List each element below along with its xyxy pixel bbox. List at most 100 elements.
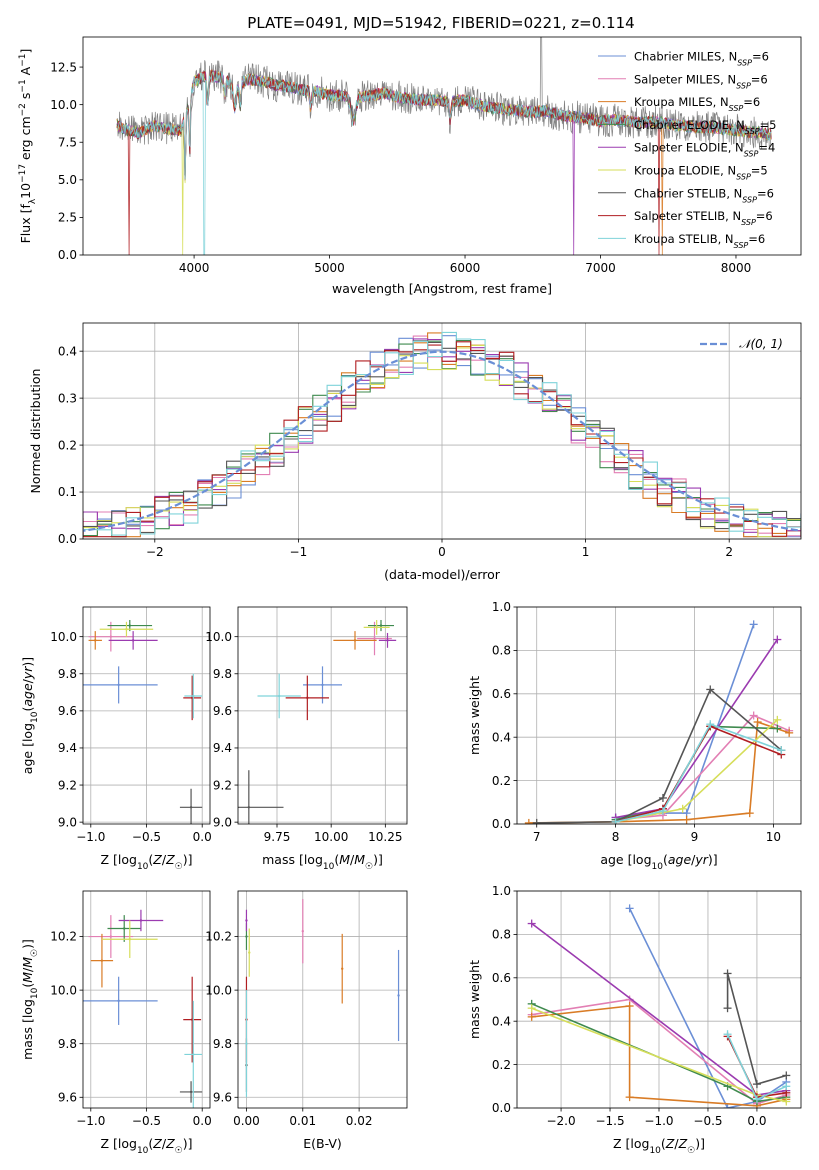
marker-chabrier-stelib [658, 793, 667, 802]
legend-label-kroupa-miles: Kroupa MILES, NSSP=6 [634, 95, 760, 113]
x-tick-label: 7000 [585, 261, 616, 275]
marker-kroupa-miles [682, 815, 691, 824]
y-tick-label: 0.6 [492, 687, 511, 701]
point-salpeter-stelib [306, 696, 309, 700]
y-tick-label: 2.5 [58, 211, 77, 225]
y-tick-label: 0.8 [492, 644, 511, 658]
y-tick-label: 0.0 [492, 1101, 511, 1115]
y-tick-label: 0.1 [58, 485, 77, 499]
point-chabrier-stelib [189, 1090, 193, 1094]
point-kroupa-stelib [277, 694, 281, 698]
y-tick-label: 9.6 [213, 704, 232, 718]
hist-kroupa-stelib [83, 331, 801, 536]
series-line-kroupa-stelib [615, 723, 782, 823]
panel-weight-vs-Z: −2.0 −1.5 −1.0 −0.5 0.0 0.0 0.2 0.4 0.6 0.8 1.0 Z [… [467, 884, 802, 1156]
y-tick-label: 9.8 [213, 667, 232, 681]
point-kroupa-stelib [192, 694, 195, 698]
y-tick-label: 0.3 [58, 391, 77, 405]
y-tick-label: 10.0 [205, 630, 232, 644]
x-tick-label: −1.0 [644, 1114, 673, 1128]
figure-title: PLATE=0491, MJD=51942, FIBERID=0221, z=0… [247, 14, 634, 32]
y-tick-label: 0.2 [58, 438, 77, 452]
marker-kroupa-stelib [752, 1095, 761, 1104]
x-tick-label: 9.75 [264, 830, 291, 844]
y-tick-label: 10.0 [205, 983, 232, 997]
point-chabrier-stelib [189, 806, 193, 809]
axes-frame [237, 890, 408, 1109]
marker-kroupa-stelib [782, 1082, 791, 1091]
plot-area [83, 909, 203, 1108]
y-axis-label: mass weight [467, 676, 482, 755]
y-tick-label: 7.5 [58, 135, 77, 149]
legend-label-kroupa-stelib: Kroupa STELIB, NSSP=6 [634, 232, 765, 250]
x-tick-label: −1.0 [76, 1114, 105, 1128]
point-salpeter-miles [301, 929, 304, 933]
x-axis-label: E(B-V) [303, 1136, 342, 1151]
marker-kroupa-miles [785, 728, 794, 737]
normal-curve [83, 350, 801, 532]
marker-chabrier-stelib [532, 818, 541, 824]
y-tick-label: 0.2 [492, 1058, 511, 1072]
x-tick-label: 8 [612, 830, 620, 844]
x-tick-label: 0.0 [193, 1114, 212, 1128]
marker-kroupa-elodie [678, 804, 687, 813]
point-salpeter-elodie [131, 639, 135, 642]
axes: −2 −1 0 1 2 0.0 0.1 0.2 0.3 0.4 𝒩(0, 1) (data-model… [28, 322, 802, 582]
marker-kroupa-stelib [611, 817, 620, 824]
grid [238, 607, 407, 824]
x-tick-label: 2 [725, 545, 733, 559]
marker-chabrier-stelib [706, 685, 715, 694]
x-axis-label: (data-model)/error [384, 567, 501, 582]
y-axis-label: mass [log10(M/M☉)] [20, 939, 40, 1060]
y-tick-label: 10.0 [50, 630, 77, 644]
legend-label-salpeter-miles: Salpeter MILES, NSSP=6 [634, 72, 768, 90]
point-chabrier-elodie [245, 935, 248, 938]
legend-label-kroupa-elodie: Kroupa ELODIE, NSSP=5 [634, 164, 768, 182]
x-axis-label: Z [log10(Z/Z☉)] [100, 852, 192, 872]
model-line-kroupa-stelib [116, 70, 772, 255]
marker-kroupa-miles [527, 1012, 536, 1021]
point-chabrier-miles [117, 683, 120, 687]
y-tick-label: 9.8 [213, 1037, 232, 1051]
grid [83, 891, 210, 1108]
point-salpeter-elodie [386, 639, 389, 642]
y-tick-label: 9.6 [58, 1090, 77, 1104]
marker-kroupa-miles [745, 809, 754, 818]
x-tick-label: −2.0 [546, 1114, 575, 1128]
legend-label-chabrier-stelib: Chabrier STELIB, NSSP=6 [634, 186, 774, 204]
hist-salpeter-stelib [83, 341, 801, 538]
x-tick-label: 0.0 [747, 1114, 766, 1128]
axes: 4000 5000 6000 7000 8000 0.0 2.5 5.0 7.5 10.0 12.5… [18, 36, 802, 296]
marker-chabrier-stelib [752, 1080, 761, 1089]
y-tick-label: 9.8 [58, 1037, 77, 1051]
y-axis-label: Flux [fλ10−17 erg cm−2 s−1 A−1] [18, 49, 38, 244]
x-tick-label: −1.0 [76, 830, 105, 844]
legend: Chabrier MILES, NSSP=6 Salpeter MILES, NS… [598, 50, 776, 250]
y-tick-label: 12.5 [50, 60, 77, 74]
x-tick-label: −0.5 [693, 1114, 722, 1128]
x-tick-label: −1 [290, 545, 308, 559]
plot-area [83, 331, 801, 538]
y-tick-label: 0.4 [492, 1014, 511, 1028]
panel-spectrum: 4000 5000 6000 7000 8000 0.0 2.5 5.0 7.5 10.0 12.5… [18, 36, 802, 296]
y-tick-label: 10.0 [50, 983, 77, 997]
y-tick-label: 1.0 [492, 600, 511, 614]
panel-mass-vs-Z: −1.0 −0.5 0.0 9.6 9.8 10.0 10.2 Z [log10(Z/Z☉)]… [20, 890, 212, 1156]
axes: −1.0 −0.5 0.0 9.0 9.2 9.4 9.6 9.8 10.0 Z [log10(Z… [20, 606, 212, 872]
plot-area [83, 619, 203, 824]
point-kroupa-miles [94, 639, 97, 642]
x-axis-label: age [log10(age/yr)] [600, 852, 717, 872]
point-kroupa-elodie [125, 628, 128, 631]
axes-frame [82, 36, 802, 256]
point-salpeter-elodie [139, 919, 143, 922]
marker-kroupa-elodie [527, 1004, 536, 1013]
point-chabrier-elodie [379, 624, 383, 627]
axes-frame [237, 606, 408, 825]
marker-chabrier-stelib [723, 1004, 732, 1013]
point-kroupa-stelib [245, 1042, 248, 1045]
y-tick-label: 10.0 [50, 98, 77, 112]
axes: 0.00 0.01 0.02 9.6 9.8 10.0 10.2 E(B-V) [205, 890, 408, 1151]
y-axis-label: age [log10(age/yr)] [20, 657, 40, 774]
axes: −2.0 −1.5 −1.0 −0.5 0.0 0.0 0.2 0.4 0.6 0.8 1.0 Z [… [467, 884, 802, 1156]
marker-kroupa-stelib [706, 720, 715, 729]
